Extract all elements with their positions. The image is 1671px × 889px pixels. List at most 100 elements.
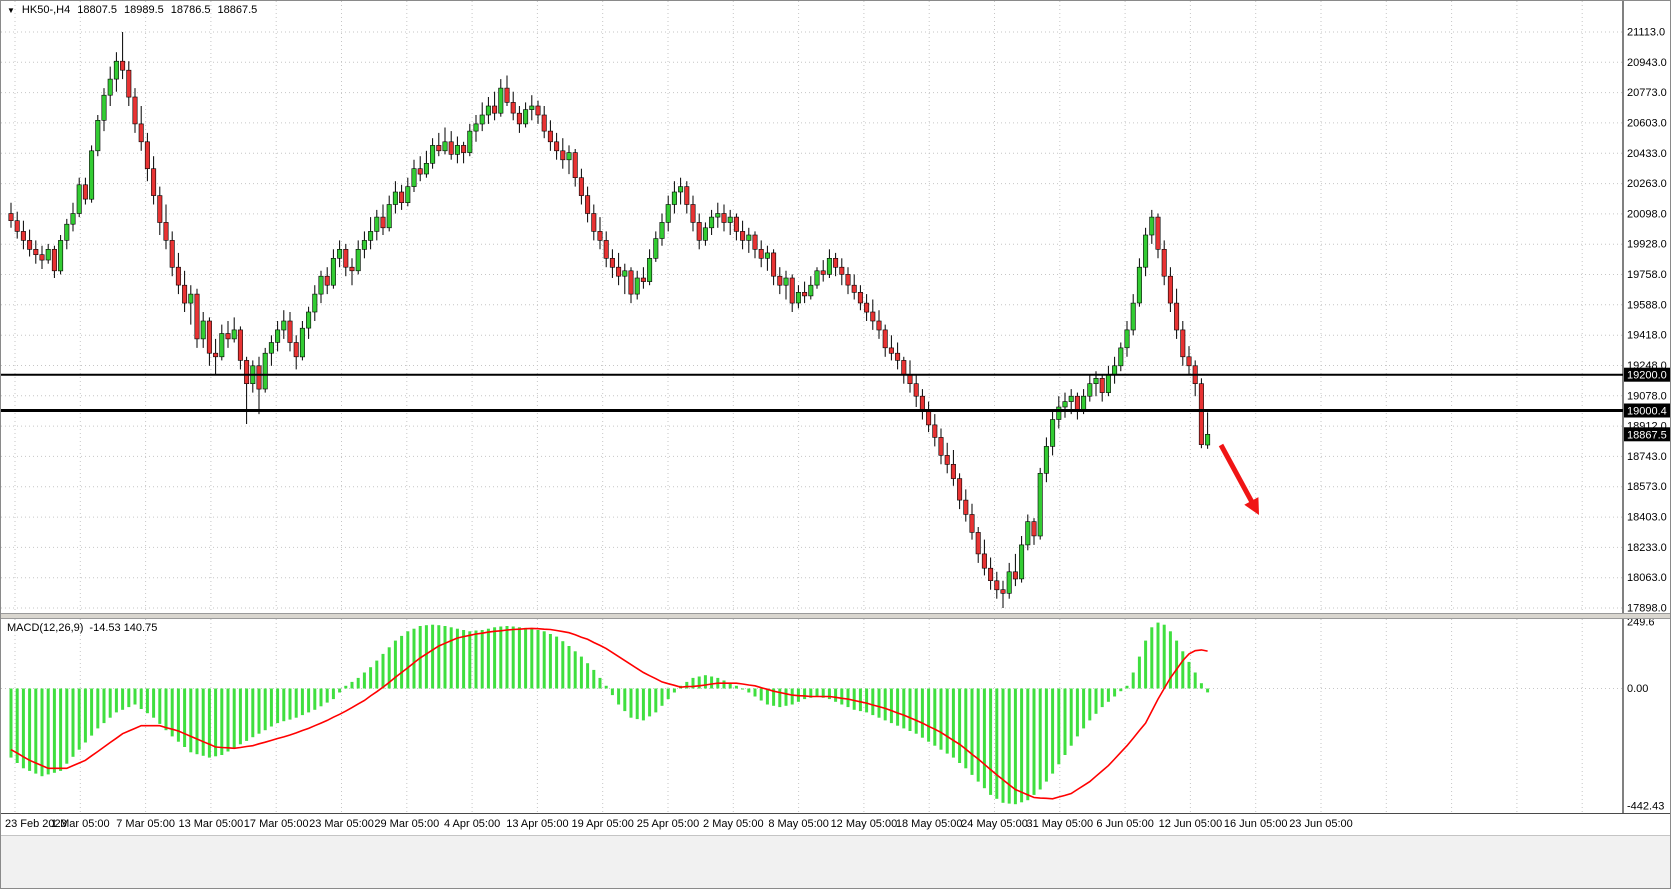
candle-body (318, 275, 324, 295)
macd-histogram-bar (269, 688, 273, 727)
candle-body (206, 320, 212, 354)
candle-body (994, 580, 1000, 591)
time-axis-label: 24 May 05:00 (961, 818, 1028, 830)
price-axis-tag: 18867.5 (1624, 427, 1670, 442)
candle-body (795, 291, 801, 304)
time-axis[interactable]: 23 Feb 2023 1 Mar 05:00 7 Mar 05:00 13 Mar … (1, 813, 1670, 835)
macd-histogram-bar (158, 688, 162, 724)
candle-body (888, 347, 894, 354)
macd-histogram-bar (834, 688, 838, 702)
macd-histogram-bar (474, 630, 478, 689)
candle-body (380, 216, 386, 229)
candle-body (454, 145, 460, 155)
candle-body (789, 277, 795, 304)
price-axis-label: 19418.0 (1627, 330, 1667, 342)
candle-body (1112, 365, 1118, 376)
macd-histogram-bar (827, 688, 831, 700)
macd-histogram-bar (183, 688, 187, 747)
candle-body (578, 177, 584, 196)
time-axis-label: 2 May 05:00 (703, 818, 764, 830)
candle-body (101, 94, 107, 121)
candle-body (907, 374, 913, 385)
macd-indicator-label: MACD(12,26,9) -14.53 140.75 (7, 622, 157, 634)
candle-body (45, 249, 51, 261)
candle-body (374, 216, 380, 232)
macd-histogram-bar (288, 688, 292, 720)
trend-arrow-annotation[interactable] (1218, 443, 1259, 515)
macd-histogram-bar (964, 688, 968, 769)
candle-body (39, 254, 45, 261)
price-axis-label: 17898.0 (1627, 603, 1667, 614)
macd-histogram-bar (617, 688, 621, 705)
macd-histogram-bar (976, 688, 980, 782)
macd-axis-label: 0.00 (1627, 683, 1648, 695)
price-axis-label: 20098.0 (1627, 208, 1667, 220)
candle-body (560, 150, 566, 161)
macd-histogram-bar (468, 631, 472, 689)
price-axis-label: 19078.0 (1627, 390, 1667, 402)
macd-histogram-bar (412, 628, 416, 689)
candle-body (926, 410, 932, 426)
macd-histogram-bar (207, 688, 211, 758)
macd-values: -14.53 140.75 (89, 622, 158, 634)
macd-histogram-bar (672, 688, 676, 693)
macd-histogram-bar (741, 688, 745, 690)
candle-body (20, 231, 26, 241)
candle-body (535, 105, 541, 116)
macd-histogram-bar (511, 626, 515, 689)
macd-histogram-bar (505, 626, 509, 689)
candle-body (709, 216, 715, 229)
macd-panel[interactable]: 249.6 0.00 -442.43 MACD(12,26,9) -14.53 14… (1, 619, 1670, 813)
price-axis[interactable] (1622, 1, 1670, 813)
macd-histogram-bar (1168, 631, 1172, 689)
chart-dropdown-icon[interactable]: ▼ (7, 5, 15, 15)
candle-body (417, 168, 423, 175)
macd-histogram-bar (46, 688, 50, 775)
candle-body (138, 123, 144, 143)
macd-histogram-bar (1044, 688, 1048, 782)
time-axis-label: 8 May 05:00 (768, 818, 829, 830)
candle-body (492, 105, 498, 114)
price-chart-panel[interactable]: 21113.0 20943.0 20773.0 20603.0 20433.0 20263… (1, 1, 1670, 613)
candle-body (622, 270, 628, 277)
macd-histogram-bar (790, 688, 794, 705)
time-axis-label: 23 Feb 2023 (5, 818, 67, 830)
macd-histogram-bar (933, 688, 937, 746)
candle-body (702, 227, 708, 241)
window-bottom-strip (1, 835, 1670, 888)
macd-histogram-bar (1063, 688, 1067, 755)
time-axis-label: 1 Mar 05:00 (50, 818, 110, 830)
macd-histogram-bar (858, 688, 862, 712)
candle-body (194, 293, 200, 340)
candle-body (1205, 433, 1211, 446)
macd-histogram-bar (1057, 688, 1061, 765)
ohlc-open: 18807.5 (77, 4, 117, 16)
candle-body (299, 327, 305, 358)
candle-body (727, 216, 733, 223)
candlestick-chart[interactable]: 21113.0 20943.0 20773.0 20603.0 20433.0 20263… (1, 1, 1670, 613)
panel-divider[interactable] (1, 613, 1670, 619)
macd-histogram-bar (914, 688, 918, 734)
candle-body (1087, 383, 1093, 397)
candle-body (963, 499, 969, 515)
macd-histogram-bar (83, 688, 87, 743)
macd-histogram-bar (1199, 683, 1203, 689)
macd-histogram-bar (908, 688, 912, 731)
macd-histogram-bar (604, 685, 608, 689)
macd-chart[interactable]: 249.6 0.00 -442.43 (1, 619, 1670, 813)
candle-body (498, 87, 504, 114)
candle-body (163, 222, 169, 241)
candle-body (430, 145, 436, 164)
macd-histogram-bar (9, 688, 13, 758)
macd-histogram-bar (77, 688, 81, 750)
macd-histogram-bar (871, 688, 875, 716)
macd-histogram-bar (561, 641, 565, 689)
candle-body (1074, 395, 1080, 411)
candle-body (1118, 347, 1124, 367)
candle-body (188, 293, 194, 304)
candle-body (107, 78, 113, 96)
macd-histogram-bar (114, 688, 118, 713)
candle-body (609, 257, 615, 268)
macd-histogram-bar (1094, 688, 1098, 714)
candle-body (306, 311, 312, 329)
